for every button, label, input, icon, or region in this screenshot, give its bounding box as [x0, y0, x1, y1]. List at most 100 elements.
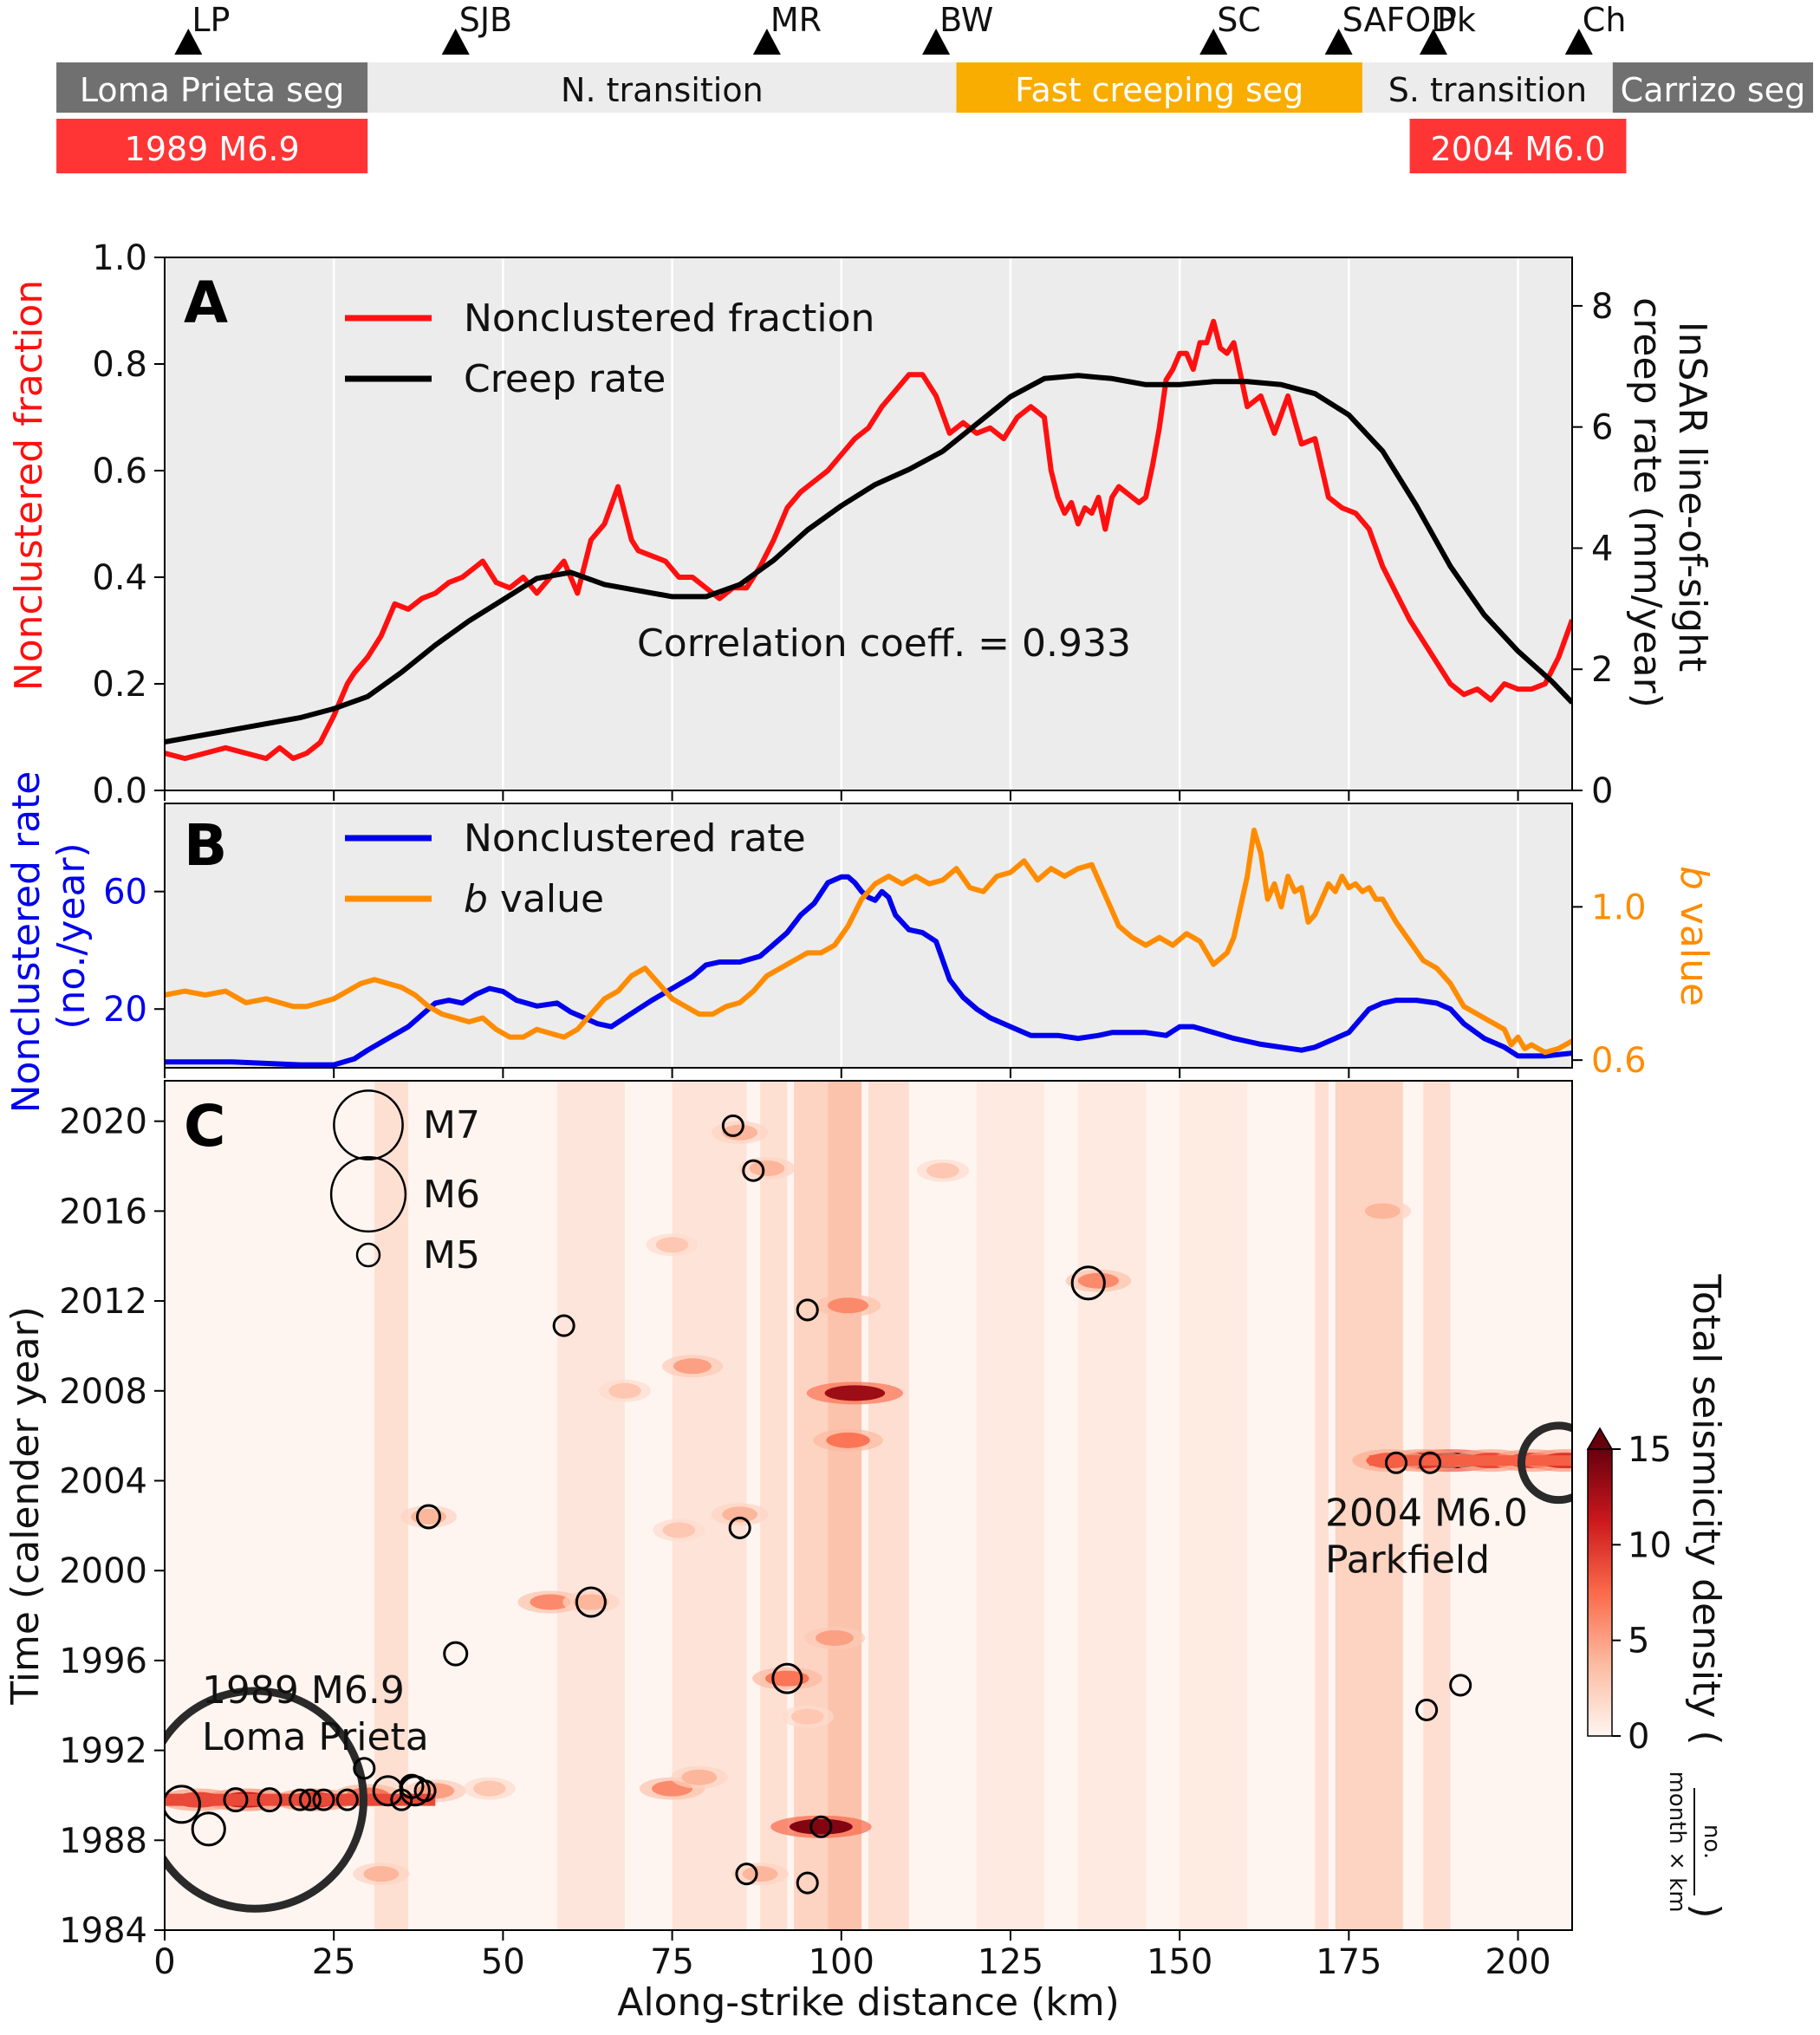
y2-tick-label-0.6: 0.6 [1591, 1041, 1647, 1081]
x-tick-label-100: 100 [809, 1942, 874, 1982]
panel-b-right-axis-label: b value [1672, 866, 1716, 1006]
panel-a-letter: A [184, 270, 228, 336]
y-tick-label-2008: 2008 [59, 1372, 147, 1412]
heatmap-hotspot-2 [827, 1297, 869, 1314]
y-tick-label-2020: 2020 [59, 1102, 147, 1142]
y-tick-label-2012: 2012 [59, 1282, 147, 1322]
colorbar-extend-arrow [1586, 1427, 1614, 1450]
magnitude-legend-circle-m5 [355, 1242, 381, 1268]
earthquake-event-3 [191, 1811, 226, 1847]
heatmap-band-12 [1423, 1081, 1451, 1930]
site-label-sc: SC [1217, 1, 1261, 39]
earthquake-event-6 [289, 1788, 312, 1811]
y2-tick-label-8: 8 [1591, 287, 1613, 327]
heatmap-hotspot-27 [662, 1522, 696, 1538]
magnitude-legend-circle-m6 [329, 1155, 407, 1233]
legend-label-0: Nonclustered rate [464, 816, 806, 861]
y-tick-label-1996: 1996 [59, 1642, 147, 1681]
earthquake-event-25 [796, 1298, 819, 1322]
panel-a: 0.0 0.2 0.4 0.6 0.8 1.0 0 2 4 6 8 Nonclustered fra… [7, 238, 1714, 811]
heatmap-band-10 [1315, 1081, 1329, 1930]
site-label-mr: MR [770, 1, 822, 39]
y2-tick-label-6: 6 [1591, 408, 1613, 448]
segment-label-3: S. transition [1388, 71, 1587, 109]
panel-b-left-axis-label-line2: (no./year) [49, 842, 94, 1029]
heatmap-band-6 [868, 1081, 909, 1930]
x-tick-label-0: 0 [153, 1942, 175, 1982]
heatmap-hotspot-26 [722, 1506, 758, 1523]
y-tick-label-2004: 2004 [59, 1461, 147, 1501]
creep-rate-line [165, 373, 1572, 745]
heatmap-hotspot-30 [742, 1866, 778, 1882]
earthquake-event-19 [575, 1586, 607, 1618]
segment-label-2: Fast creeping seg [1015, 71, 1303, 109]
magnitude-legend-label-m7: M7 [423, 1103, 480, 1148]
site-marker-lp [174, 29, 203, 55]
site-marker-pk [1419, 29, 1447, 55]
legend-label-0: Nonclustered fraction [464, 296, 874, 341]
heatmap-hotspot-25 [1077, 1272, 1120, 1289]
heatmap-hotspot-17 [472, 1780, 506, 1797]
panel-a-right-axis-label: InSAR line-of-sight creep rate (mm/year) [1625, 297, 1714, 708]
y2-tick-label-1: 1.0 [1591, 887, 1647, 927]
colorbar-tick-label-15: 15 [1628, 1430, 1672, 1470]
earthquake-event-21 [742, 1159, 765, 1182]
panel-b-letter: B [184, 812, 227, 879]
x-tick-label-200: 200 [1485, 1942, 1550, 1982]
segment-bar-1 [367, 62, 957, 113]
legend-label-rest: value [488, 877, 604, 921]
heatmap-band-8 [1078, 1081, 1147, 1930]
site-label-safod: SAFOD [1342, 1, 1457, 39]
colorbar-unit-numerator: no. [1699, 1824, 1725, 1859]
earthquake-bar-0 [56, 119, 368, 173]
x-tick-label-25: 25 [312, 1942, 356, 1982]
heatmap-band-7 [976, 1081, 1044, 1930]
heatmap-hotspot-31 [790, 1708, 824, 1725]
heatmap-hotspot-28 [411, 1508, 446, 1525]
panel-a-frame [164, 257, 1573, 791]
earthquake-event-23 [735, 1863, 758, 1886]
heatmap-hotspot-3 [789, 1818, 853, 1835]
panel-b-frame [164, 803, 1573, 1069]
earthquake-event-1 [1517, 1421, 1572, 1505]
earthquake-event-20 [721, 1114, 744, 1137]
panel-c-annotations: 1989 M6.9 Loma Prieta 2004 M6.0 Parkfield [202, 1491, 1528, 1759]
panel-a-ticks: 0.0 0.2 0.4 0.6 0.8 1.0 0 2 4 6 8 [92, 238, 1613, 811]
event-annotation-line-1: Loma Prieta [202, 1715, 429, 1759]
earthquake-bar-label-1: 2004 M6.0 [1431, 130, 1606, 168]
y-tick-label-0.6: 0.6 [92, 452, 147, 491]
b-value-line [165, 827, 1572, 1056]
x-tick-label-75: 75 [650, 1942, 694, 1982]
magnitude-legend: M7 M6 M5 [329, 1089, 480, 1278]
parkfield-streak [1368, 1455, 1572, 1466]
panel-a-left-axis-label: Nonclustered fraction [7, 280, 51, 691]
colorbar-tick-label-0: 0 [1628, 1717, 1649, 1757]
heatmap-hotspot-33 [608, 1382, 641, 1399]
heatmap-hotspot-35 [1364, 1203, 1401, 1219]
heatmap-band-5 [828, 1081, 862, 1930]
heatmap-band-11 [1335, 1081, 1403, 1930]
site-marker-safod [1324, 29, 1353, 55]
y-tick-label-2016: 2016 [59, 1192, 147, 1232]
panel-c-ticks: 0 25 50 75 100 125 150 175 200 1984 1988 1992 1996 20… [59, 1102, 1551, 1982]
heatmap-hotspot-4 [765, 1670, 809, 1687]
heatmap-hotspot-18 [530, 1594, 571, 1610]
earthquake-event-8 [312, 1788, 335, 1811]
earthquake-event-15 [399, 1773, 425, 1799]
earthquake-event-14 [413, 1779, 437, 1803]
earthquake-bar-1 [1409, 119, 1627, 173]
panel-b-background [165, 803, 1572, 1068]
magnitude-legend-label-m6: M6 [423, 1173, 480, 1217]
earthquake-event-22 [728, 1516, 751, 1539]
y-tick-label-0: 0.0 [92, 771, 147, 811]
earthquake-event-30 [1419, 1451, 1442, 1474]
legend-label-italic: b [464, 877, 488, 921]
legend-label-1: Creep rate [464, 357, 666, 401]
heatmap-hotspot-20 [673, 1358, 712, 1375]
event-annotation-line-0: 1989 M6.9 [202, 1668, 405, 1713]
panel-c-frame [164, 1080, 1573, 1931]
earthquake-bars: 1989 M6.9 2004 M6.0 [56, 119, 1627, 173]
y2-tick-label-4: 4 [1591, 529, 1613, 569]
y-tick-label-0.4: 0.4 [92, 558, 147, 598]
